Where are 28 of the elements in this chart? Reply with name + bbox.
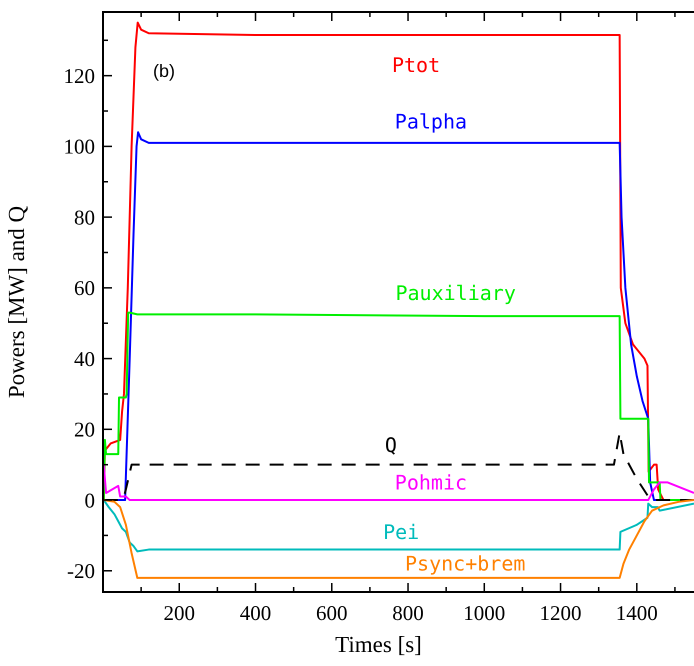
x-tick-label: 800 [392,601,424,625]
x-tick-label: 1400 [616,601,658,625]
y-tick-label: 100 [64,134,95,159]
x-tick-label: 1200 [540,601,582,625]
y-tick-label: 60 [74,276,95,300]
y-tick-label: 80 [74,205,95,230]
series-label: Ptot [392,53,440,78]
x-tick-label: 1000 [463,601,506,625]
y-tick-label: 0 [84,488,95,512]
y-tick-label: -20 [67,559,95,584]
y-tick-label: 40 [74,346,95,371]
y-tick-label: 20 [74,418,95,442]
x-axis-title: Times [s] [335,632,422,657]
x-tick-label: 600 [316,601,348,625]
line-series [103,499,694,552]
annotation: (b) [153,61,175,81]
series-label: Palpha [394,110,468,134]
y-axis-title: Powers [MW] and Q [4,205,29,398]
line-series [103,464,694,502]
x-tick-label: 400 [240,601,272,625]
series-label: Pei [383,520,420,544]
series-label: Psync+brem [405,552,526,576]
y-tick-label: 120 [64,64,95,88]
x-tick-label: 200 [164,601,196,625]
series-label: Q [384,433,397,458]
line-series [103,499,694,579]
series-label: Pohmic [394,470,468,494]
series-label: Pauxiliary [395,281,516,306]
